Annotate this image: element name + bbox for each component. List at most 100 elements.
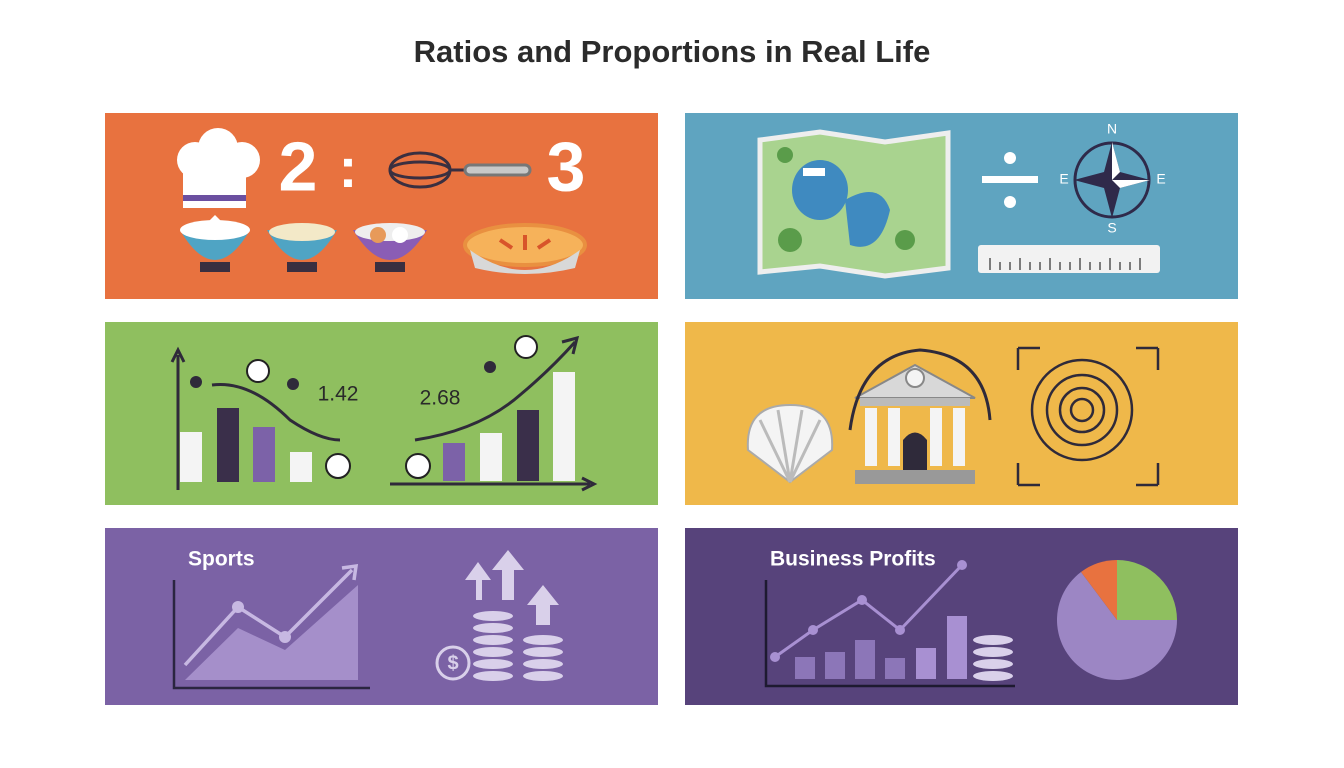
bowls-rect — [287, 262, 317, 272]
sports-chart-path — [183, 563, 359, 667]
bowls — [180, 215, 427, 272]
target-circle — [1030, 358, 1134, 462]
business-chart-rect — [855, 640, 875, 679]
business-chart-ellipse — [973, 647, 1013, 657]
right-chart-circle — [405, 453, 431, 479]
target-path — [1016, 346, 1160, 487]
business-chart-rect — [795, 657, 815, 679]
ratio-separator: : — [339, 136, 358, 199]
coins-ellipse — [473, 659, 513, 669]
left-chart — [170, 346, 351, 490]
business-chart-ellipse — [973, 671, 1013, 681]
architecture-panel — [685, 322, 1238, 505]
sports-panel: Sports $ — [105, 528, 658, 705]
coins-ellipse — [473, 647, 513, 657]
right-chart-circle — [514, 335, 538, 359]
whisk-rect — [463, 163, 532, 177]
map-rect — [803, 168, 825, 176]
compass-south: S — [1107, 220, 1116, 236]
speed-label-left: 1.42 — [318, 383, 359, 406]
bank-rect — [888, 408, 900, 466]
sports-chart-circle — [279, 631, 291, 643]
sports-chart-path — [172, 580, 370, 690]
left-chart-circle — [246, 359, 270, 383]
coins-ellipse — [473, 611, 513, 621]
business-chart-rect — [916, 648, 936, 679]
right-chart-rect — [517, 410, 539, 481]
map-path — [845, 192, 890, 247]
maps-panel: N E E S — [685, 113, 1238, 299]
right-chart — [390, 335, 598, 492]
compass-east: E — [1156, 171, 1165, 187]
right-chart-rect — [553, 372, 575, 481]
ratio-left: 2 — [279, 127, 318, 205]
divide-sign-circle — [1004, 152, 1016, 164]
business-chart-rect — [825, 652, 845, 679]
bank-path — [848, 348, 992, 431]
target-circle — [1045, 373, 1119, 447]
business-chart-rect — [885, 658, 905, 679]
bowls-circle — [392, 227, 408, 243]
map-circle — [895, 230, 915, 250]
left-chart-rect — [290, 452, 312, 482]
ruler-path — [989, 258, 1141, 270]
right-chart-rect — [443, 443, 465, 481]
compass-west: E — [1059, 171, 1068, 187]
bank-circle — [905, 368, 925, 388]
chef-hat — [177, 128, 260, 208]
coins-path — [527, 585, 559, 625]
right-chart-path — [414, 335, 580, 442]
sports-chart-circle — [232, 601, 244, 613]
compass-north: N — [1107, 121, 1117, 137]
pie-dish-path — [498, 235, 552, 250]
bowls-rect — [200, 262, 230, 272]
coins-ellipse — [523, 659, 563, 669]
coins-ellipse — [473, 635, 513, 645]
right-chart-circle — [484, 361, 496, 373]
divide-sign-rect — [982, 176, 1038, 183]
business-label: Business Profits — [770, 548, 936, 571]
bowls-path — [198, 215, 232, 232]
coins-ellipse — [523, 671, 563, 681]
business-chart-circle — [857, 595, 867, 605]
left-chart-circle — [287, 378, 299, 390]
left-chart-path — [170, 346, 186, 490]
shell — [746, 403, 834, 484]
business-chart-ellipse — [973, 659, 1013, 669]
sports-chart-path — [185, 585, 358, 680]
left-chart-circle — [190, 376, 202, 388]
chef-hat-rect — [183, 195, 246, 201]
shell-path — [758, 409, 822, 483]
business-chart — [764, 560, 1015, 688]
coins-ellipse — [523, 635, 563, 645]
business-chart-ellipse — [973, 635, 1013, 645]
bowls-ellipse — [269, 223, 335, 241]
currency-symbol: $ — [447, 652, 458, 674]
pie-dish — [463, 223, 587, 274]
business-chart-circle — [770, 652, 780, 662]
target-circle — [1058, 386, 1106, 434]
divide-sign — [982, 152, 1038, 208]
left-chart-path — [211, 382, 341, 442]
business-chart-rect — [947, 616, 967, 679]
shell-path — [746, 403, 834, 484]
compass-path — [1112, 142, 1150, 188]
speed-label-right: 2.68 — [420, 387, 461, 410]
compass — [1073, 141, 1151, 219]
coins-ellipse — [523, 647, 563, 657]
pie-icon-path — [1081, 560, 1117, 620]
business-panel: Business Profits — [685, 528, 1238, 705]
bank-rect — [855, 470, 975, 484]
map-circle — [777, 147, 793, 163]
coins-circle — [435, 645, 471, 681]
coins-ellipse — [473, 623, 513, 633]
pie-dish-path — [470, 250, 580, 274]
bank-rect — [930, 408, 942, 466]
ruler-rect — [978, 245, 1160, 273]
right-chart-path — [390, 476, 598, 492]
coins — [435, 550, 563, 681]
bank-rect — [860, 398, 970, 406]
